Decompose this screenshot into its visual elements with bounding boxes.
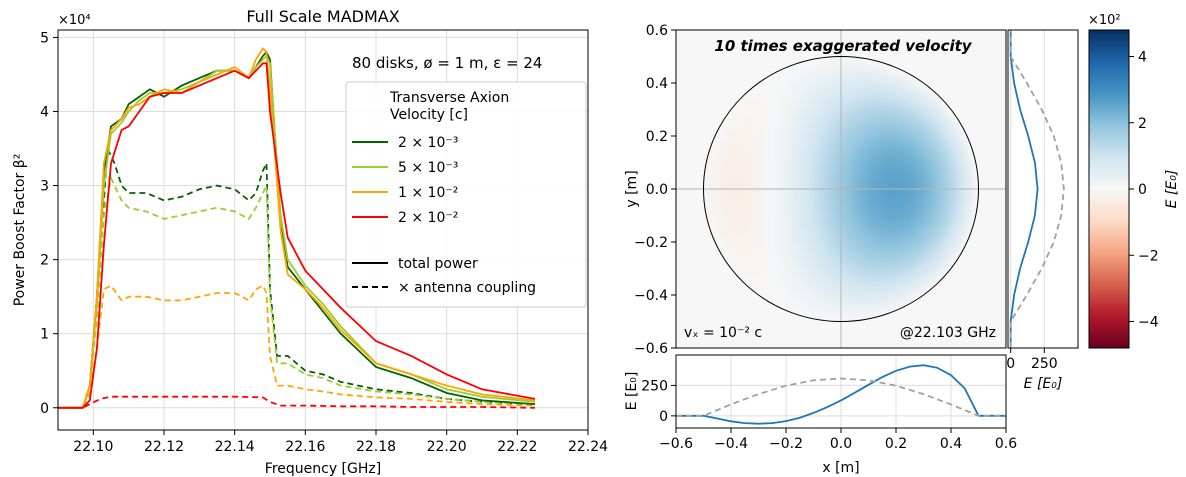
heatmap-ytick-label: 0.2	[646, 129, 668, 145]
series-total-line	[58, 47, 536, 409]
legend-total-label: total power	[398, 256, 478, 272]
side-profile-dashed-line	[1009, 30, 1065, 348]
side-xtick-label: 250	[1031, 356, 1058, 372]
left-xtick-label: 22.20	[427, 439, 467, 455]
left-axes-frame	[57, 29, 589, 431]
left-xtick-label: 22.10	[73, 439, 113, 455]
heatmap-ytick-label: 0.4	[646, 76, 668, 92]
left-ytick-label: 0	[40, 401, 49, 417]
side-profile-chart: 0 250 E [E₀]	[1006, 29, 1079, 392]
left-annotation: 80 disks, ø = 1 m, ε = 24	[352, 54, 542, 72]
heatmap-frequency-label: @22.103 GHz	[900, 325, 996, 341]
colorbar-tick-label: −2	[1138, 248, 1159, 264]
left-ytick-label: 2	[40, 253, 49, 269]
left-xtick-label: 22.16	[285, 439, 325, 455]
side-profile-line	[1009, 30, 1039, 348]
heatmap-ticks: −0.6 −0.4 −0.2 0.0 0.2 0.4 0.6	[634, 23, 676, 357]
heatmap-ytick-label: −0.4	[634, 288, 668, 304]
colorbar-tick-label: 2	[1138, 116, 1147, 132]
left-y-multiplier: ×10⁴	[58, 13, 91, 28]
left-xtick-label: 22.18	[356, 439, 396, 455]
bottom-ytick-label: 0	[659, 409, 668, 425]
heatmap-ytick-label: 0.6	[646, 23, 668, 39]
bottom-profile-xlabel: x [m]	[822, 460, 859, 476]
colorbar-ticks: −4 −2 0 2 4	[1129, 50, 1159, 331]
colorbar: −4 −2 0 2 4 ×10² E [E₀]	[1088, 13, 1180, 349]
series-antenna-line	[58, 175, 536, 409]
bottom-xtick-label: −0.6	[659, 436, 693, 452]
bottom-profile-ylabel: E [E₀]	[624, 372, 640, 411]
bottom-ytick-label: 250	[641, 378, 668, 394]
colorbar-tick-label: −4	[1138, 315, 1159, 331]
legend-series-label: 5 × 10⁻³	[398, 160, 458, 176]
legend-title-line2: Velocity [c]	[390, 107, 468, 123]
heatmap-ytick-label: 0.0	[646, 182, 668, 198]
colorbar-tick-label: 4	[1138, 50, 1147, 66]
left-xlabel: Frequency [GHz]	[265, 461, 381, 477]
heatmap-ytick-label: −0.2	[634, 235, 668, 251]
bottom-xtick-label: −0.4	[714, 436, 748, 452]
legend-series-label: 2 × 10⁻²	[398, 210, 458, 226]
side-profile-ticks: 0 250	[1006, 348, 1058, 372]
left-ticks: 22.10 22.12 22.14 22.16 22.18 22.20 22.22 22.24…	[40, 30, 608, 455]
left-ylabel: Power Boost Factor β²	[12, 154, 28, 307]
left-ytick-label: 3	[40, 179, 49, 195]
bottom-profile-plot	[676, 355, 1006, 428]
bottom-profile-ticks: −0.6 −0.4 −0.2 0.0 0.2 0.4 0.6 0 250	[641, 378, 1017, 452]
colorbar-label: E [E₀]	[1164, 170, 1180, 209]
heatmap-overlay	[676, 30, 1006, 348]
bottom-profile-dashed-line	[676, 377, 1006, 417]
side-xtick-label: 0	[1006, 356, 1015, 372]
colorbar-multiplier: ×10²	[1088, 13, 1121, 28]
left-xtick-label: 22.12	[144, 439, 184, 455]
bottom-xtick-label: 0.6	[995, 436, 1017, 452]
heatmap-ylabel: y [m]	[624, 170, 640, 207]
side-profile-background	[1008, 30, 1078, 348]
bottom-xtick-label: 0.2	[885, 436, 907, 452]
heatmap-velocity-label: vₓ = 10⁻² c	[684, 325, 762, 341]
bottom-profile-chart: −0.6 −0.4 −0.2 0.0 0.2 0.4 0.6 0 250 x [m] E [E₀…	[624, 354, 1017, 476]
side-profile-frame	[1007, 29, 1079, 349]
colorbar-tick-label: 0	[1138, 182, 1147, 198]
left-xtick-label: 22.24	[568, 439, 608, 455]
left-ytick-label: 5	[40, 30, 49, 46]
bottom-xtick-label: 0.4	[940, 436, 962, 452]
series-antenna-line	[58, 284, 536, 409]
legend-antenna-label: × antenna coupling	[398, 280, 536, 296]
heatmap-ytick-label: −0.6	[634, 341, 668, 357]
bottom-xtick-label: −0.2	[769, 436, 803, 452]
bottom-xtick-label: 0.0	[830, 436, 852, 452]
series-antenna-line	[58, 395, 536, 409]
left-xtick-label: 22.22	[497, 439, 537, 455]
disk-outline	[703, 56, 979, 322]
left-ytick-label: 4	[40, 104, 49, 120]
legend-box	[345, 81, 587, 308]
legend-series-label: 2 × 10⁻³	[398, 135, 458, 151]
legend-entries: 2 × 10⁻³ 5 × 10⁻³ 1 × 10⁻² 2 × 10⁻²	[352, 135, 458, 226]
series-total-line	[58, 62, 536, 409]
left-ytick-label: 1	[40, 327, 49, 343]
legend-series-label: 1 × 10⁻²	[398, 185, 458, 201]
left-title: Full Scale MADMAX	[246, 7, 399, 26]
heatmap-title: 10 times exaggerated velocity	[714, 37, 972, 55]
left-chart: 22.10 22.12 22.14 22.16 22.18 22.20 22.22 22.24…	[12, 7, 608, 477]
left-legend: Transverse Axion Velocity [c] 2 × 10⁻³ 5 …	[345, 81, 587, 308]
colorbar-gradient	[1088, 29, 1130, 349]
side-profile-plot	[1009, 30, 1065, 348]
bottom-profile-line	[676, 364, 1006, 425]
heatmap-chart: −0.6 −0.4 −0.2 0.0 0.2 0.4 0.6 10 times exagge…	[624, 23, 1007, 357]
left-xtick-label: 22.14	[215, 439, 255, 455]
left-plot-area	[58, 47, 536, 409]
legend-title-line1: Transverse Axion	[389, 90, 509, 106]
side-profile-xlabel: E [E₀]	[1024, 376, 1063, 392]
